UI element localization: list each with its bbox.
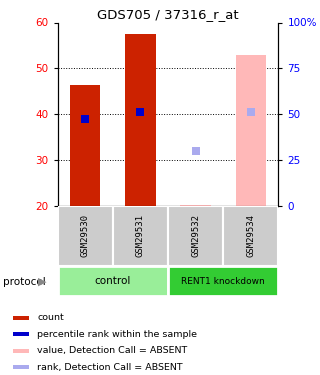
Bar [12,332,29,336]
Bar [58,206,113,266]
Title: GDS705 / 37316_r_at: GDS705 / 37316_r_at [97,8,239,21]
Text: GSM29530: GSM29530 [81,213,90,256]
Bar [236,55,266,206]
Text: GSM29534: GSM29534 [246,213,255,256]
Bar [223,206,278,266]
Text: percentile rank within the sample: percentile rank within the sample [37,330,197,339]
Text: count: count [37,314,64,322]
Text: value, Detection Call = ABSENT: value, Detection Call = ABSENT [37,346,188,355]
Bar [12,316,29,320]
Bar [125,34,156,206]
Point [193,148,198,154]
Bar [168,266,278,296]
Text: protocol: protocol [3,277,46,287]
Point [248,109,253,115]
Text: GSM29531: GSM29531 [136,213,145,256]
Bar [58,266,168,296]
Bar [70,84,100,206]
Text: GSM29532: GSM29532 [191,213,200,256]
Point [83,116,88,122]
Bar [113,206,168,266]
Text: ▶: ▶ [38,277,46,287]
Point [138,109,143,115]
Text: RENT1 knockdown: RENT1 knockdown [181,277,265,286]
Text: control: control [95,276,131,286]
Text: rank, Detection Call = ABSENT: rank, Detection Call = ABSENT [37,363,183,372]
Bar [12,349,29,353]
Bar [168,206,223,266]
Bar [12,365,29,369]
